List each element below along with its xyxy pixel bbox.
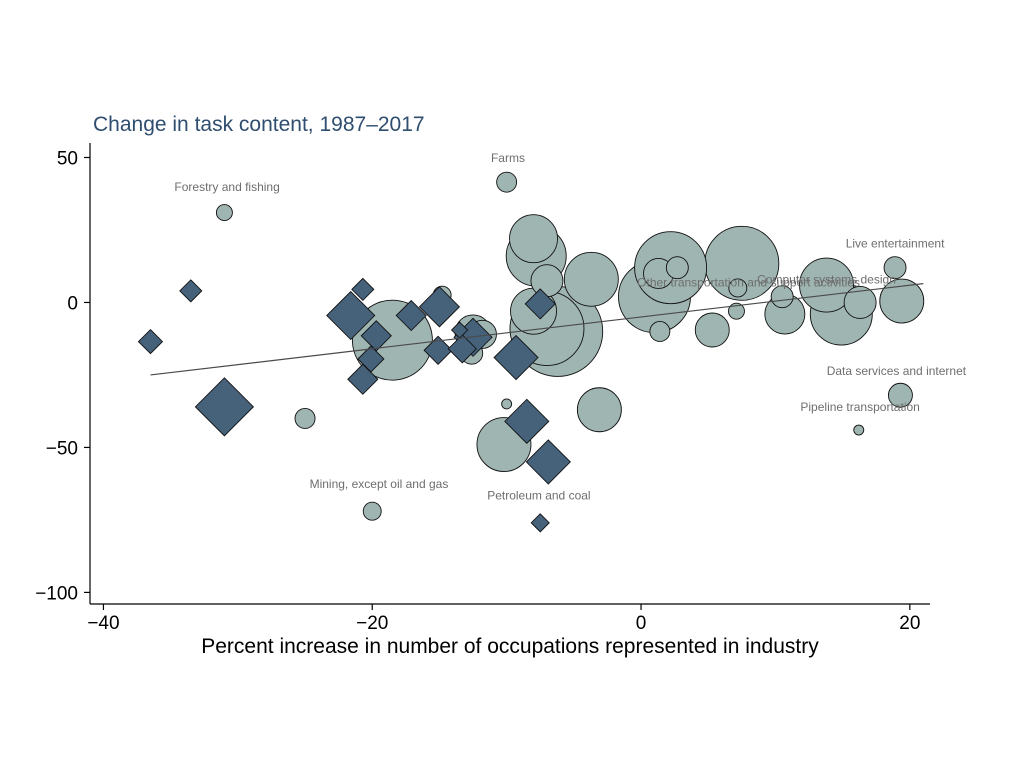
annotation-label: Petroleum and coal xyxy=(487,489,590,503)
annotation-label: Other transportation and support activit… xyxy=(637,276,860,290)
data-point-circle xyxy=(530,264,564,298)
y-tick-label: −100 xyxy=(35,583,78,604)
data-point-diamond xyxy=(524,288,556,320)
data-point-circle xyxy=(563,251,619,307)
data-point-circle xyxy=(770,285,794,309)
data-point-circle xyxy=(501,398,513,410)
x-tick-label: −20 xyxy=(356,613,388,634)
annotation-label: Mining, except oil and gas xyxy=(310,477,449,491)
fit-line xyxy=(150,283,924,376)
data-point-diamond xyxy=(326,290,376,341)
data-point-diamond xyxy=(351,277,375,302)
data-point-diamond xyxy=(447,334,477,364)
data-point-circle xyxy=(509,214,558,264)
annotation-label: Data services and internet xyxy=(827,364,967,378)
x-tick-label: 20 xyxy=(899,613,920,634)
marks xyxy=(137,171,925,533)
x-tick-label: −40 xyxy=(87,613,119,634)
data-point-circle xyxy=(853,424,865,436)
annotation-label: Pipeline transportation xyxy=(800,400,919,414)
data-point-circle xyxy=(843,286,877,319)
data-point-circle xyxy=(883,256,907,280)
data-point-diamond xyxy=(418,286,461,328)
data-point-circle xyxy=(576,387,622,433)
data-point-diamond xyxy=(530,513,550,533)
data-point-diamond xyxy=(194,377,255,437)
y-tick-label: 0 xyxy=(67,293,78,314)
chart-background xyxy=(18,98,954,668)
data-point-circle xyxy=(728,302,745,320)
data-point-diamond xyxy=(395,299,427,332)
data-point-diamond xyxy=(423,335,453,365)
data-point-diamond xyxy=(493,334,539,381)
annotation-label: Live entertainment xyxy=(846,236,945,250)
annotation-label: Computer systems design xyxy=(757,273,896,287)
data-point-diamond xyxy=(525,439,571,485)
data-point-circle xyxy=(294,407,316,429)
data-point-circle xyxy=(665,256,689,280)
data-point-circle xyxy=(879,278,925,324)
y-tick-label: −50 xyxy=(46,438,78,459)
axes: 50 0 −50 −100 −40 −20 0 20 xyxy=(35,143,930,634)
annotations: Forestry and fishing Farms Live entertainm… xyxy=(174,151,966,503)
data-point-diamond xyxy=(137,328,164,355)
y-tick-label: 50 xyxy=(57,148,78,169)
data-point-diamond xyxy=(357,345,385,373)
data-point-circle xyxy=(887,382,913,408)
x-axis-label: Percent increase in number of occupation… xyxy=(201,635,819,658)
data-point-circle xyxy=(362,501,382,521)
data-point-circle xyxy=(728,278,748,298)
data-point-circle xyxy=(215,204,233,222)
chart-title: Change in task content, 1987–2017 xyxy=(93,113,425,136)
fit-line-group xyxy=(150,283,924,376)
data-point-circle xyxy=(799,257,854,313)
annotation-label: Forestry and fishing xyxy=(174,180,279,194)
data-point-diamond xyxy=(179,279,203,303)
x-tick-label: 0 xyxy=(636,613,647,634)
data-point-circle xyxy=(496,171,518,193)
data-point-circle xyxy=(649,321,671,342)
data-point-circle xyxy=(694,312,730,348)
data-point-diamond xyxy=(504,398,550,444)
annotation-label: Farms xyxy=(491,151,525,165)
